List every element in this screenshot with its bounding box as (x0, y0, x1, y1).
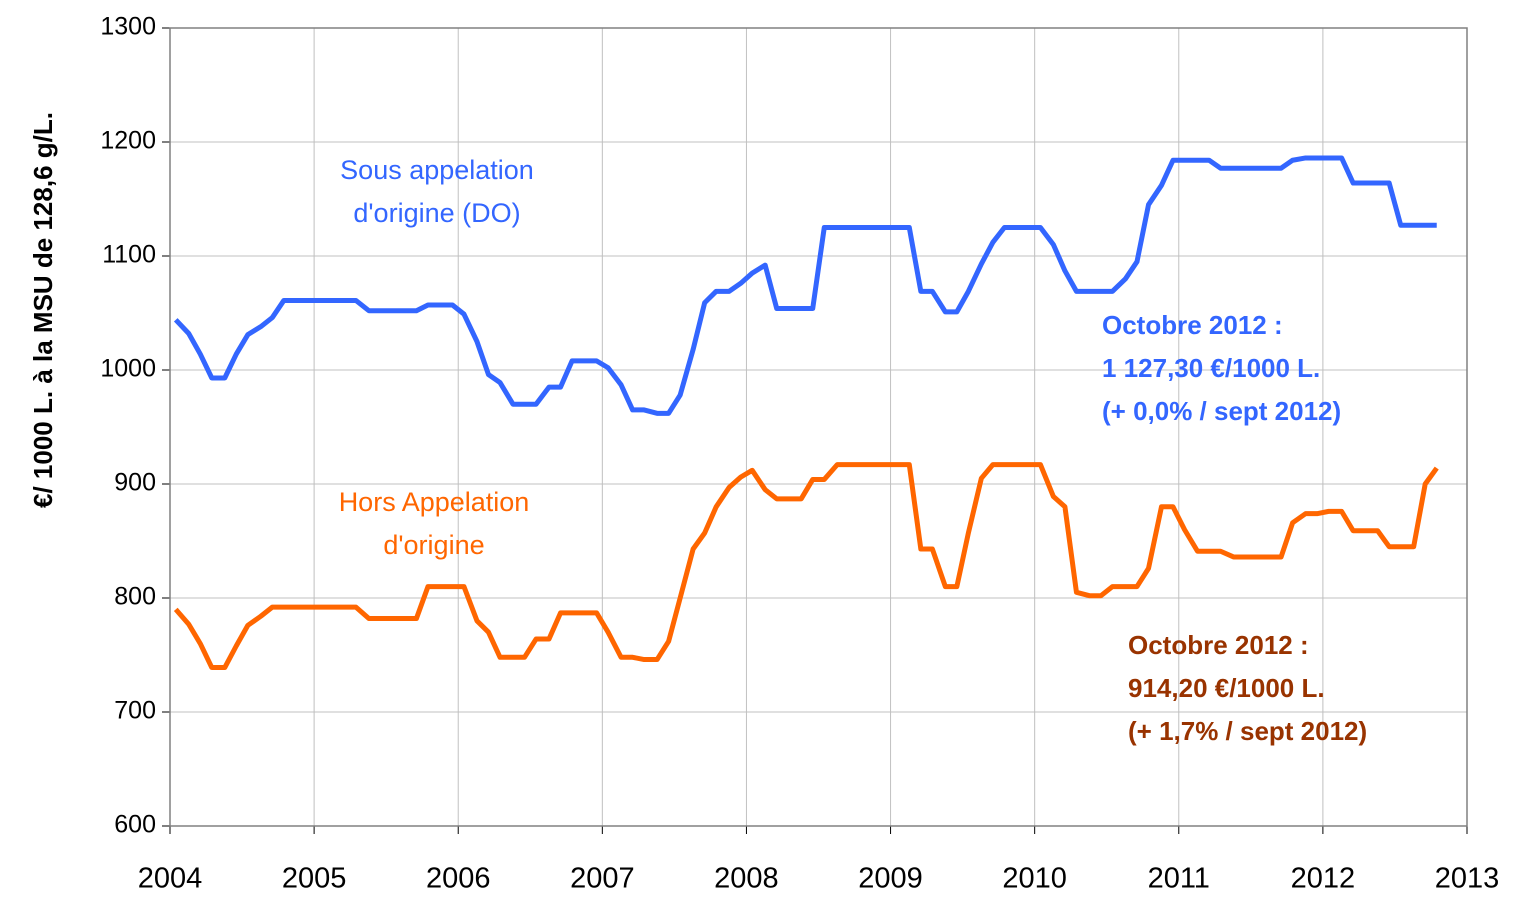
series-label: Hors Appelation (339, 487, 530, 517)
y-tick-label: 900 (114, 469, 156, 497)
x-tick-label: 2012 (1291, 863, 1356, 895)
x-tick-label: 2013 (1435, 863, 1500, 895)
x-tick-label: 2006 (426, 863, 491, 895)
y-tick-label: 1100 (102, 241, 156, 269)
x-tick-label: 2004 (138, 863, 203, 895)
x-tick-label: 2011 (1148, 863, 1210, 895)
series-line (173, 155, 1437, 416)
series-label: d'origine (383, 530, 484, 560)
x-tick-label: 2008 (714, 863, 779, 895)
annotation: (+ 0,0% / sept 2012) (1102, 396, 1341, 426)
y-tick-label: 1300 (100, 13, 156, 41)
y-tick-label: 1200 (100, 127, 156, 155)
y-tick-label: 700 (114, 697, 156, 725)
series-label: d'origine (DO) (353, 198, 520, 228)
x-tick-label: 2009 (858, 863, 923, 895)
x-tick-label: 2007 (570, 863, 635, 895)
x-tick-label: 2010 (1002, 863, 1067, 895)
y-axis-label: €/ 1000 L. à la MSU de 128,6 g/L. (28, 112, 58, 508)
annotation: 914,20 €/1000 L. (1128, 673, 1325, 703)
x-tick-label: 2005 (282, 863, 347, 895)
plot-frame (169, 27, 1468, 827)
annotation: (+ 1,7% / sept 2012) (1128, 716, 1367, 746)
annotation: Octobre 2012 : (1102, 310, 1283, 340)
series-line (173, 462, 1439, 671)
series-label: Sous appelation (340, 155, 534, 185)
annotation: 1 127,30 €/1000 L. (1102, 353, 1320, 383)
y-tick-label: 1000 (100, 355, 156, 383)
y-tick-label: 600 (114, 811, 156, 839)
annotation: Octobre 2012 : (1128, 630, 1309, 660)
y-tick-label: 800 (114, 583, 156, 611)
